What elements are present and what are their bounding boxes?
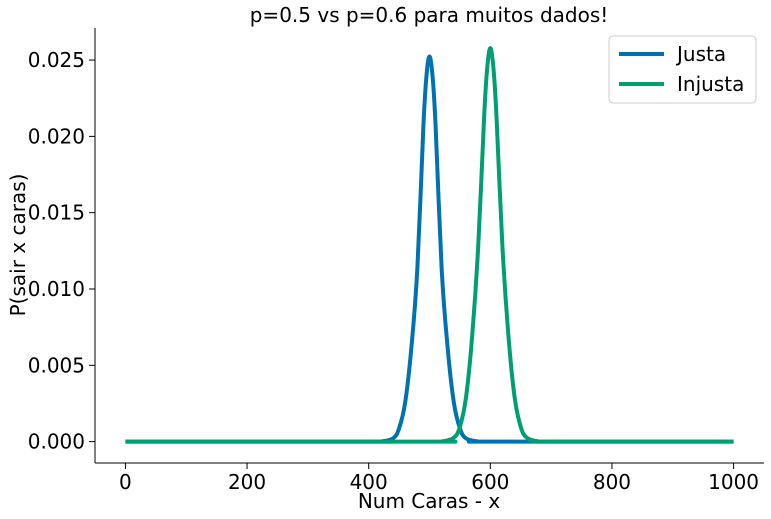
- series-line-justa: [125, 54, 734, 444]
- y-tick-label: 0.015: [28, 201, 85, 225]
- x-axis-ticks: 0 200 400 600 800 1000: [119, 463, 759, 494]
- x-tick-label: 400: [350, 470, 388, 494]
- legend: Justa Injusta: [608, 35, 757, 104]
- y-axis-ticks: 0.000 0.005 0.010 0.015 0.020 0.025: [28, 48, 95, 454]
- x-tick-label: 0: [119, 470, 132, 494]
- y-tick-label: 0.000: [28, 430, 85, 454]
- y-tick-label: 0.010: [28, 277, 85, 301]
- chart-title: p=0.5 vs p=0.6 para muitos dados!: [250, 3, 609, 27]
- series-line-injusta: [125, 46, 734, 444]
- x-axis-label: Num Caras - x: [358, 489, 501, 513]
- x-tick-label: 200: [228, 470, 266, 494]
- legend-label-injusta: Injusta: [677, 72, 744, 96]
- legend-label-justa: Justa: [675, 42, 726, 66]
- y-axis-label: P(sair x caras): [6, 174, 30, 317]
- x-tick-label: 1000: [708, 470, 759, 494]
- series-lines: [125, 46, 734, 444]
- y-tick-label: 0.025: [28, 48, 85, 72]
- x-tick-label: 600: [471, 470, 509, 494]
- y-tick-label: 0.020: [28, 124, 85, 148]
- x-tick-label: 800: [593, 470, 631, 494]
- y-tick-label: 0.005: [28, 353, 85, 377]
